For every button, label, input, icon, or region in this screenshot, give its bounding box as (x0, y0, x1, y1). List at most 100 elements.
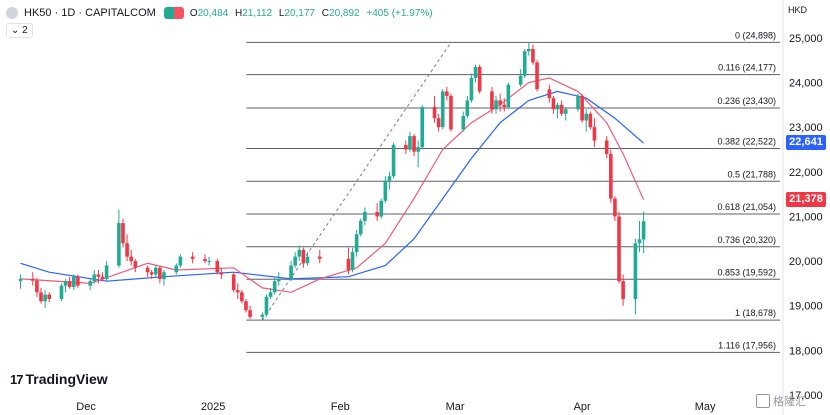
candle-down (535, 62, 539, 90)
candle-down (613, 198, 617, 217)
indicators-toggle-button[interactable]: ⌄ 2 (6, 23, 33, 38)
candle-down (244, 301, 248, 311)
candle-down (35, 280, 39, 293)
x-tick-label: Feb (331, 401, 350, 413)
candle-down (547, 89, 552, 99)
candle-up (641, 221, 646, 240)
close-label: C (321, 7, 330, 19)
trend-line (261, 42, 452, 321)
candle-up (174, 265, 179, 273)
candle-up (527, 49, 531, 52)
candle-up (207, 261, 211, 263)
y-tick-label: 23,000 (789, 122, 823, 134)
change-value: +405 (+1.97%) (366, 7, 433, 19)
candle-up (563, 109, 568, 114)
y-tick-label: 20,000 (789, 256, 823, 268)
candle-down (436, 118, 441, 128)
candle-down (240, 292, 244, 302)
low-label: L (278, 7, 285, 19)
candle-down (145, 267, 150, 273)
y-tick-label: 18,000 (789, 345, 823, 357)
candle-up (104, 265, 109, 279)
candle-up (350, 252, 355, 270)
candle-down (621, 281, 625, 300)
candle-down (301, 249, 306, 264)
fib-level-label: 1 (18,678) (735, 308, 776, 318)
candle-down (76, 276, 80, 286)
candle-down (412, 136, 416, 152)
candle-down (609, 153, 613, 199)
candle-up (584, 113, 589, 121)
symbol-name[interactable]: HK50 · 1D · CAPITALCOM (24, 7, 156, 19)
candle-up (276, 278, 281, 282)
candle-down (30, 278, 35, 281)
candle-up (264, 296, 269, 315)
candle-up (387, 176, 392, 181)
y-tick-label: 25,000 (789, 33, 823, 45)
candle-down (559, 104, 564, 114)
candle-up (637, 239, 642, 244)
candle-up (88, 281, 92, 286)
fib-level-label: 1.116 (17,956) (718, 340, 776, 350)
candle-up (63, 281, 68, 286)
market-status-icon (163, 7, 184, 19)
symbol-icon (6, 7, 18, 19)
candle-down (235, 290, 240, 293)
candle-up (178, 256, 183, 266)
y-tick-label: 22,000 (789, 167, 823, 179)
y-tick-label: 17,000 (789, 390, 823, 402)
candle-down (592, 127, 597, 141)
fib-level-label: 0.853 (19,592) (717, 267, 776, 277)
candle-down (149, 272, 154, 275)
fast-ma-price-badge: 21,378 (786, 191, 826, 207)
open-label: O (189, 7, 198, 19)
candle-down (449, 95, 453, 130)
y-tick-label: 24,000 (789, 78, 823, 90)
x-tick-label: May (695, 401, 716, 413)
candle-up (117, 223, 121, 266)
watermark-icon (756, 394, 770, 408)
candle-down (490, 91, 494, 110)
candle-up (71, 276, 76, 287)
candle-down (100, 276, 105, 279)
high-value: 21,112 (242, 7, 273, 19)
candle-up (416, 147, 420, 152)
candle-down (121, 223, 125, 244)
candle-down (498, 100, 502, 105)
candle-up (358, 220, 363, 235)
candle-up (268, 292, 273, 297)
candle-down (203, 258, 207, 262)
tradingview-logo[interactable]: 17 TradingView (10, 371, 108, 387)
candle-up (576, 95, 580, 110)
x-tick-label: Apr (574, 401, 591, 413)
y-tick-label: 21,000 (789, 211, 823, 223)
candle-up (555, 104, 560, 110)
logo-mark-icon: 17 (10, 371, 24, 387)
candle-down (502, 104, 507, 108)
fib-level-label: 0.618 (21,054) (717, 202, 776, 212)
candle-down (404, 145, 408, 150)
candle-up (633, 243, 638, 300)
candle-up (297, 249, 302, 257)
candle-up (354, 234, 359, 253)
fib-level-label: 0.382 (22,522) (717, 136, 776, 146)
candle-up (391, 145, 396, 177)
candle-down (580, 95, 584, 121)
slow-moving-average-line (20, 90, 644, 282)
candle-up (272, 281, 277, 293)
candle-up (289, 265, 293, 279)
candle-down (588, 113, 593, 128)
candle-down (231, 274, 236, 291)
candle-down (219, 272, 224, 275)
candle-up (469, 78, 474, 101)
slow-ma-price-badge: 22,641 (786, 135, 826, 151)
candle-down (39, 292, 43, 302)
symbol-legend[interactable]: HK50 · 1D · CAPITALCOM O20,484 H21,112 L… (6, 5, 433, 21)
ohlc-values: O20,484 H21,112 L20,177 C20,892 +405 (+1… (190, 8, 433, 19)
watermark-text: 格隆汇 (773, 396, 806, 408)
candle-down (445, 91, 449, 96)
candle-up (461, 115, 466, 130)
close-value: 20,892 (329, 7, 360, 19)
currency-label[interactable]: HKD (788, 5, 808, 15)
